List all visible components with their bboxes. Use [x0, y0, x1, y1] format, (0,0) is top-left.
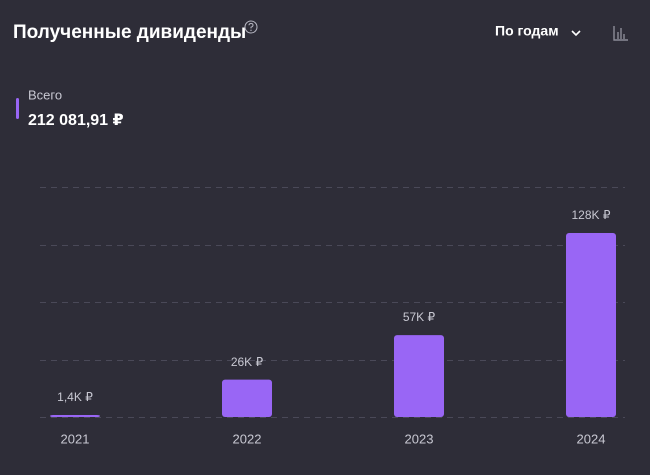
chart-type-icon[interactable]	[613, 26, 628, 41]
dropdown-label: По годам	[495, 23, 559, 39]
help-dot	[250, 29, 252, 31]
bar	[50, 414, 100, 417]
bar-icon	[613, 26, 628, 41]
x-tick-label: 2023	[405, 431, 434, 446]
period-dropdown[interactable]: По годам	[495, 23, 581, 39]
value-label: 128K ₽	[572, 208, 611, 222]
legend-swatch	[16, 98, 19, 119]
help-circle	[244, 20, 258, 34]
total-value: 212 081,91 ₽	[28, 112, 124, 129]
value-label: 26K ₽	[231, 355, 264, 369]
bar	[566, 233, 616, 417]
bar	[394, 335, 444, 417]
x-tick-label: 2022	[233, 431, 262, 446]
help-icon[interactable]	[244, 20, 258, 34]
x-tick-label: 2024	[577, 431, 606, 446]
bar	[222, 379, 272, 417]
x-tick-label: 2021	[61, 431, 90, 446]
chart-title: Полученные дивиденды	[13, 22, 246, 43]
dropdown-chevron	[571, 30, 581, 37]
value-label: 1,4K ₽	[57, 390, 93, 404]
value-label: 57K ₽	[403, 310, 436, 324]
legend-label: Всего	[28, 87, 62, 102]
help-mark	[248, 22, 254, 29]
